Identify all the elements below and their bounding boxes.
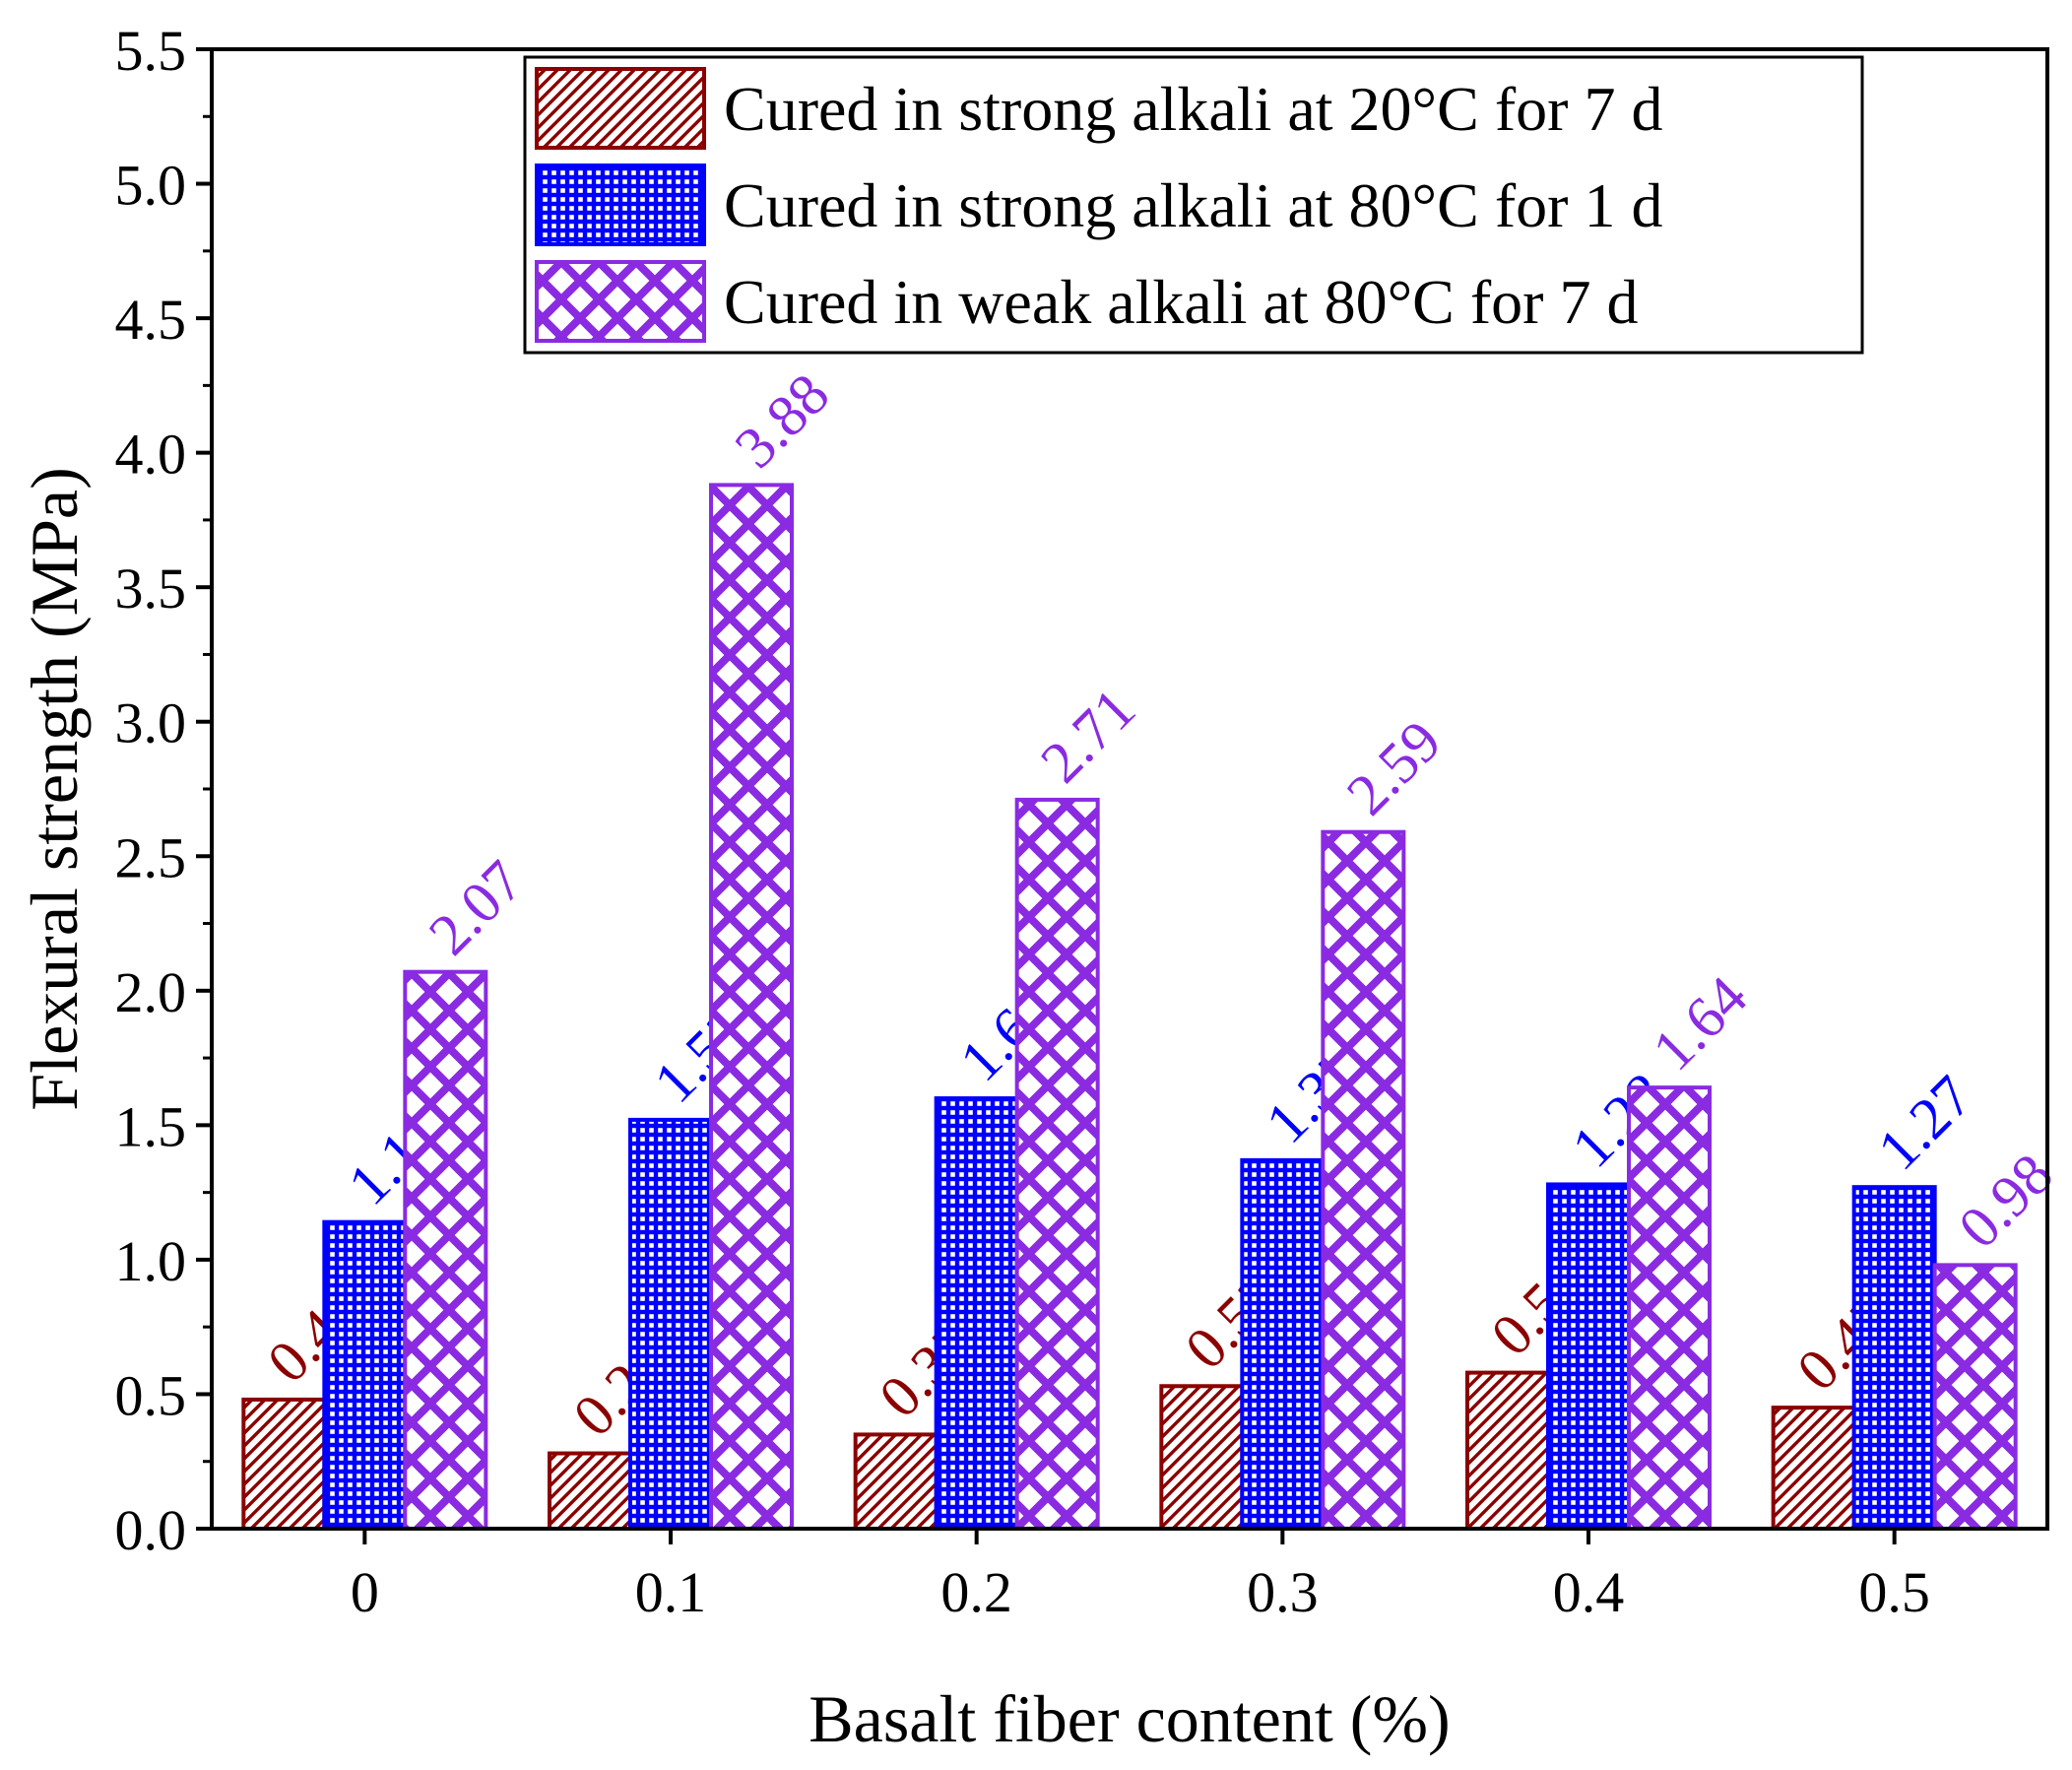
y-tick-label: 0.5 <box>115 1363 187 1427</box>
x-tick-label: 0.2 <box>940 1560 1012 1624</box>
bar <box>1240 1157 1326 1532</box>
legend-label: Cured in strong alkali at 80°C for 1 d <box>724 170 1662 240</box>
legend-swatch <box>535 67 706 150</box>
legend-swatch <box>535 260 706 343</box>
bar <box>548 1451 632 1531</box>
y-tick-label: 2.5 <box>115 825 187 889</box>
bar <box>1932 1263 2018 1531</box>
bar <box>1014 797 1100 1531</box>
bar <box>1159 1384 1245 1532</box>
y-tick-label: 4.5 <box>115 288 187 352</box>
data-label: 1.27 <box>1865 1063 1984 1182</box>
legend-label: Cured in strong alkali at 20°C for 7 d <box>724 74 1662 144</box>
bar <box>853 1432 939 1532</box>
y-tick-label: 4.0 <box>115 423 187 487</box>
bar <box>1546 1182 1631 1531</box>
y-tick-label: 1.5 <box>115 1094 187 1158</box>
data-label: 2.07 <box>417 848 536 967</box>
data-label: 1.64 <box>1641 963 1760 1082</box>
y-tick-label: 5.5 <box>115 19 187 83</box>
y-tick-label: 3.5 <box>115 557 187 621</box>
data-label: 3.88 <box>723 361 842 481</box>
bar <box>241 1397 327 1532</box>
x-tick-label: 0.1 <box>635 1560 707 1624</box>
legend-box <box>523 55 1864 355</box>
bar <box>322 1219 408 1532</box>
legend-swatch <box>535 164 706 246</box>
bar <box>709 483 794 1532</box>
bar <box>403 969 488 1531</box>
bar <box>1627 1085 1712 1531</box>
x-tick-label: 0.4 <box>1553 1560 1625 1624</box>
y-tick-label: 5.0 <box>115 154 187 218</box>
y-tick-label: 3.0 <box>115 691 187 755</box>
x-tick-label: 0.5 <box>1858 1560 1930 1624</box>
bar <box>1465 1370 1550 1532</box>
y-tick-label: 1.0 <box>115 1229 187 1293</box>
data-label: 2.71 <box>1028 676 1147 795</box>
bar <box>934 1096 1019 1532</box>
y-axis-label: Flexural strength (MPa) <box>17 467 92 1110</box>
bar <box>1851 1185 1937 1531</box>
y-tick-label: 2.0 <box>115 960 187 1024</box>
bar <box>1771 1406 1856 1532</box>
y-tick-label: 0.0 <box>115 1498 187 1562</box>
x-axis-label: Basalt fiber content (%) <box>809 1681 1450 1756</box>
legend: Cured in strong alkali at 20°C for 7 d Cu… <box>523 55 1864 355</box>
x-tick-label: 0.3 <box>1247 1560 1319 1624</box>
x-tick-label: 0 <box>351 1560 379 1624</box>
legend-label: Cured in weak alkali at 80°C for 7 d <box>724 267 1638 337</box>
data-label: 2.59 <box>1334 708 1454 827</box>
bar <box>628 1117 713 1532</box>
bar <box>1321 829 1406 1531</box>
